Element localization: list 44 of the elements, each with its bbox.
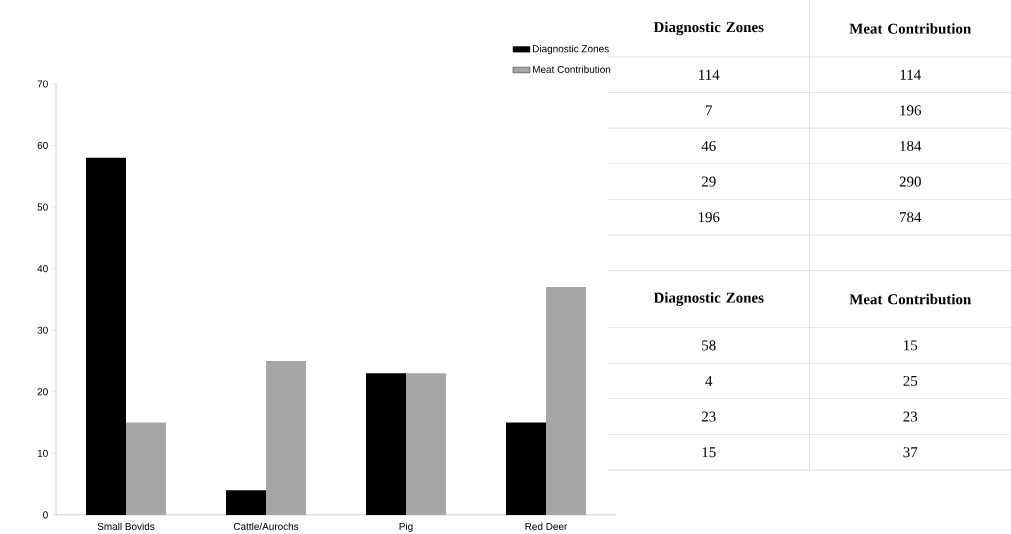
text: 46 [701, 140, 716, 151]
text: Meat Contribution [849, 23, 972, 34]
y-tick-label: 0 [43, 511, 48, 519]
x-tick-label: Small Bovids [97, 522, 155, 530]
x-tick-label: Red Deer [525, 522, 568, 530]
text: 114 [900, 69, 921, 80]
text: 290 [899, 176, 921, 187]
y-tick-label: 60 [37, 141, 48, 149]
text: Diagnostic Zones [653, 292, 764, 306]
text: 196 [698, 212, 720, 223]
text: 25 [903, 375, 918, 386]
text: Meat Contribution [849, 293, 972, 305]
text: 23 [903, 411, 918, 422]
bar [406, 373, 447, 515]
text: 29 [701, 176, 716, 187]
x-tick-label: Cattle/Aurochs [233, 522, 299, 530]
y-tick-label: 70 [37, 80, 48, 88]
bar [366, 373, 407, 515]
legend-label: Meat Contribution [533, 65, 611, 73]
text: Diagnostic Zones [653, 21, 764, 36]
bar [546, 287, 587, 515]
text: 15 [904, 340, 918, 351]
text: 15 [702, 447, 716, 458]
text: 37 [903, 447, 918, 458]
text: 784 [900, 212, 922, 223]
y-tick-label: 30 [37, 326, 48, 334]
y-tick-label: 10 [37, 449, 48, 457]
text: 58 [702, 340, 716, 351]
bar [266, 360, 307, 515]
text: 23 [701, 411, 716, 422]
bar [226, 490, 267, 515]
y-tick-label: 50 [37, 203, 48, 211]
bar [506, 422, 547, 515]
legend-label: Diagnostic Zones [533, 44, 609, 55]
y-tick-label: 20 [37, 388, 48, 396]
bar [86, 157, 127, 515]
text: 114 [699, 69, 720, 80]
text: 7 [706, 105, 713, 116]
bar [126, 422, 167, 515]
text: 196 [900, 105, 922, 116]
text: 4 [705, 376, 713, 386]
text: 184 [900, 140, 922, 152]
x-tick-label: Pig [399, 522, 413, 532]
y-tick-label: 40 [37, 265, 48, 273]
